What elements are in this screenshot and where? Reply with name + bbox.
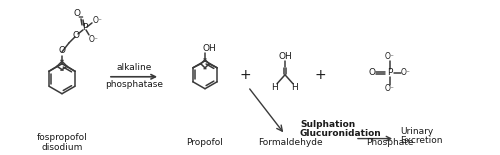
Text: O⁻: O⁻	[89, 35, 99, 44]
Text: Urinary: Urinary	[400, 127, 433, 136]
Text: OH: OH	[278, 52, 292, 61]
Text: =: =	[77, 14, 83, 20]
Text: O: O	[58, 46, 66, 55]
Text: alkaline: alkaline	[116, 63, 152, 72]
Text: P: P	[82, 23, 87, 32]
Text: Glucuronidation: Glucuronidation	[300, 129, 382, 138]
Text: OH: OH	[202, 44, 216, 53]
Text: +: +	[314, 68, 326, 82]
Text: O⁻: O⁻	[93, 16, 103, 25]
Text: +: +	[239, 68, 251, 82]
Text: Excretion: Excretion	[400, 136, 442, 145]
Text: P: P	[388, 68, 392, 77]
Text: phosphatase: phosphatase	[105, 80, 163, 89]
Text: H: H	[272, 83, 278, 92]
Text: fospropofol
disodium: fospropofol disodium	[36, 133, 88, 152]
Text: Phosphate: Phosphate	[366, 138, 414, 147]
Text: O⁻: O⁻	[385, 52, 395, 61]
Text: Propofol: Propofol	[186, 138, 224, 147]
Text: H: H	[292, 83, 298, 92]
Text: O: O	[368, 68, 376, 77]
Text: Formaldehyde: Formaldehyde	[258, 138, 322, 147]
Text: Sulphation: Sulphation	[300, 120, 355, 129]
Text: O⁻: O⁻	[401, 68, 411, 77]
Text: O⁻: O⁻	[385, 84, 395, 93]
Text: O: O	[72, 31, 80, 40]
Text: O: O	[74, 9, 80, 18]
